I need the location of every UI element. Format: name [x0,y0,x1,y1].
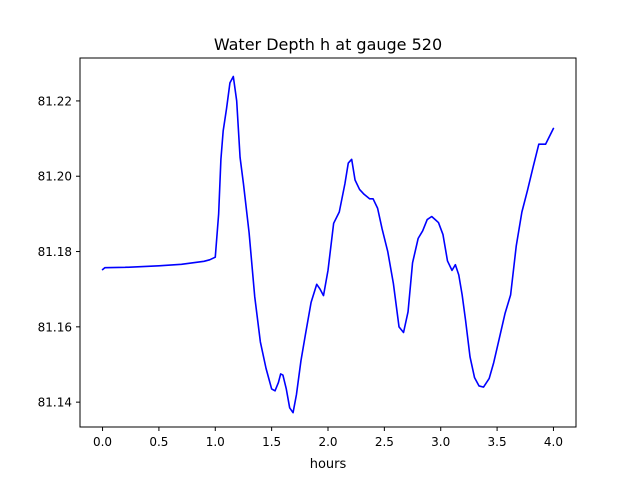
x-tick-label: 4.0 [544,435,563,449]
y-tick-label: 81.18 [38,245,72,259]
y-tick-label: 81.14 [38,396,72,410]
plot-area [101,75,555,414]
axes-frame [79,57,577,428]
y-tick-label: 81.20 [38,170,72,184]
x-tick-label: 0.5 [149,435,168,449]
x-axis-label: hours [310,457,347,472]
x-tick-label: 1.5 [262,435,281,449]
y-tick-label: 81.22 [38,94,72,108]
x-tick-label: 1.0 [206,435,225,449]
x-axis: 0.0 0.5 1.0 1.5 2.0 2.5 3.0 3.5 4.0 [93,427,563,449]
chart-title: Water Depth h at gauge 520 [214,35,442,54]
series-line-0 [101,75,555,414]
x-tick-label: 2.5 [375,435,394,449]
x-tick-label: 3.5 [488,435,507,449]
y-axis: 81.14 81.16 81.18 81.20 81.22 [38,94,80,410]
x-tick-label: 3.0 [431,435,450,449]
x-tick-label: 0.0 [93,435,112,449]
x-tick-label: 2.0 [318,435,337,449]
y-tick-label: 81.16 [38,320,72,334]
